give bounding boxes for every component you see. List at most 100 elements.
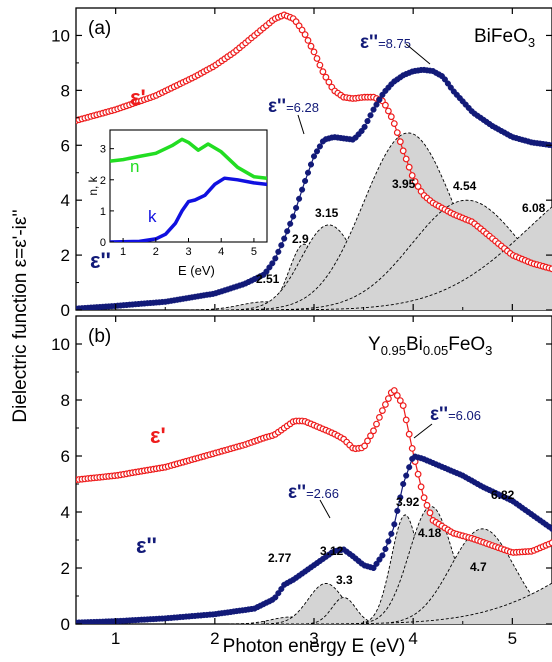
inset-y-tick-label: 2 [100, 175, 106, 187]
data-point [548, 539, 552, 547]
peak-fill-b-1 [76, 583, 552, 624]
data-point [376, 96, 383, 103]
x-axis: 1 2 3 4 5 [111, 629, 517, 648]
data-point [278, 585, 285, 593]
data-point [373, 420, 380, 428]
data-point [361, 442, 369, 450]
data-point [402, 155, 410, 163]
peak-label-b-6-82: 6.82 [491, 488, 515, 502]
inset-background [109, 129, 268, 243]
data-point [373, 101, 380, 108]
data-point [307, 161, 315, 168]
data-point [325, 78, 333, 86]
peak-fill-a-2 [76, 224, 552, 310]
data-point [406, 464, 413, 471]
data-point [411, 178, 419, 185]
data-point [370, 106, 377, 113]
data-point [388, 530, 395, 537]
data-point [396, 138, 404, 146]
data-point [293, 204, 300, 211]
x-tick-label: 3 [309, 629, 318, 648]
peak-fill-b-4 [76, 506, 552, 624]
peak-fill-a-5 [76, 206, 552, 310]
y-tick-label: 8 [61, 391, 70, 410]
inset-y-tick-label: 0 [100, 237, 106, 249]
data-point [385, 107, 392, 115]
y-tick-label: 2 [61, 559, 70, 578]
data-point [444, 80, 451, 87]
data-point [396, 397, 404, 405]
data-point [275, 248, 282, 255]
peak-fill-b-6 [76, 583, 552, 624]
eps2-label-a: ε'' [90, 248, 111, 273]
data-point [269, 260, 276, 267]
y-tick-label: 10 [51, 26, 70, 45]
data-point [391, 521, 398, 528]
data-point [385, 395, 392, 403]
eps2-markers-b [76, 453, 552, 624]
y-tick-label: 8 [61, 81, 70, 100]
inset-plot [110, 137, 267, 242]
x-tick-label: 4 [408, 629, 417, 648]
data-point [302, 177, 309, 185]
data-point [376, 414, 383, 421]
data-point [272, 255, 279, 262]
data-point [402, 416, 410, 424]
inset-y-tick-label: 3 [100, 144, 106, 156]
peak-fill-a-4 [76, 200, 552, 310]
data-point [322, 73, 330, 81]
y-tick-label: 6 [61, 136, 70, 155]
data-point [263, 268, 270, 275]
data-point [393, 129, 401, 137]
annotation-b-max: ε''=6.06 [430, 404, 481, 425]
data-point [390, 387, 398, 394]
data-point [370, 427, 377, 435]
material-a-label: BiFeO3 [474, 26, 535, 50]
peak-curve-b-1 [76, 582, 552, 624]
data-point [405, 430, 413, 438]
panel-b-label: (b) [88, 326, 111, 347]
data-point [364, 118, 371, 125]
data-point [373, 560, 380, 567]
peak-label-b-3-3: 3.3 [336, 573, 353, 587]
y-tick-label: 6 [61, 447, 70, 466]
peak-label-a-6-08: 6.08 [522, 201, 546, 215]
data-point [364, 437, 371, 445]
data-point [548, 525, 552, 532]
data-point [394, 507, 401, 514]
peak-label-b-4-7: 4.7 [470, 560, 487, 574]
y-tick-label: 0 [61, 301, 70, 320]
annotation-a-mid: ε''=6.28 [268, 96, 319, 117]
data-point [390, 120, 398, 127]
peak-curve-b-5 [76, 528, 552, 624]
data-point [316, 143, 323, 150]
peak-curve-b-6 [76, 582, 552, 624]
inset-x-tick-label: 2 [153, 246, 159, 258]
y-tick-label: 10 [51, 335, 70, 354]
data-point [304, 37, 312, 44]
data-point [367, 432, 374, 440]
eps1-label-a: ε' [130, 85, 146, 110]
data-point [275, 590, 282, 597]
data-point [548, 265, 552, 273]
data-point [298, 26, 306, 34]
inset-k-label: k [148, 207, 157, 226]
data-point [358, 127, 365, 135]
inset-x-tick-label: 1 [120, 246, 126, 258]
data-point [405, 163, 413, 171]
annotation-a-max-arrow [405, 43, 431, 65]
eps1-label-b: ε' [150, 423, 166, 448]
inset-x-tick-label: 3 [185, 246, 191, 258]
y-tick-label: 0 [61, 615, 70, 634]
data-point [307, 42, 315, 50]
data-point [266, 264, 273, 271]
data-point [313, 148, 321, 155]
inset-xlabel: E (eV) [178, 263, 215, 278]
peak-label-a-2-9: 2.9 [292, 232, 309, 246]
data-point [284, 228, 291, 235]
data-point [397, 494, 404, 501]
inset-x-tick-label: 4 [218, 246, 224, 258]
data-point [301, 31, 309, 38]
inset-axes: 0 1 2 3 1 2 3 4 5 [100, 144, 257, 258]
